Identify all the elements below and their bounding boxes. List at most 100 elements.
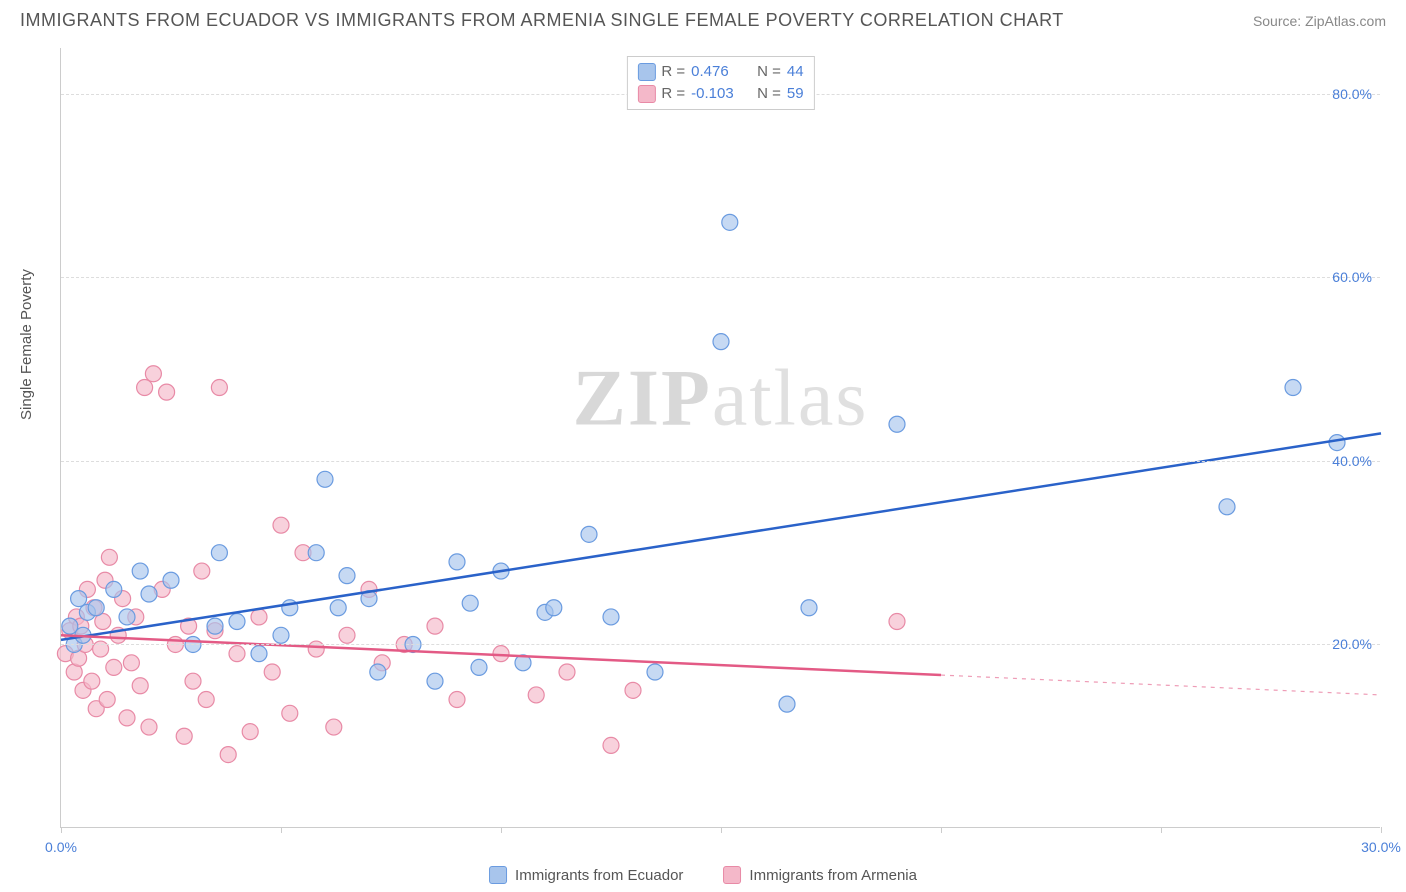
data-point xyxy=(71,591,87,607)
data-point xyxy=(88,600,104,616)
legend-label-ecuador: Immigrants from Ecuador xyxy=(515,867,683,884)
data-point xyxy=(229,614,245,630)
data-point xyxy=(159,384,175,400)
scatter-svg xyxy=(61,48,1380,827)
data-point xyxy=(229,646,245,662)
data-point xyxy=(106,581,122,597)
data-point xyxy=(251,609,267,625)
data-point xyxy=(471,659,487,675)
data-point xyxy=(722,214,738,230)
data-point xyxy=(647,664,663,680)
data-point xyxy=(176,728,192,744)
trend-line xyxy=(61,635,941,675)
data-point xyxy=(99,692,115,708)
data-point xyxy=(141,719,157,735)
data-point xyxy=(1219,499,1235,515)
x-tick-label: 30.0% xyxy=(1361,839,1401,855)
legend-row-ecuador: R = 0.476 N = 44 xyxy=(637,61,803,83)
data-point xyxy=(242,724,258,740)
data-point xyxy=(528,687,544,703)
n-value-ecuador: 44 xyxy=(787,61,804,83)
data-point xyxy=(603,737,619,753)
data-point xyxy=(546,600,562,616)
data-point xyxy=(1329,435,1345,451)
data-point xyxy=(493,646,509,662)
y-tick-label: 60.0% xyxy=(1332,269,1372,285)
data-point xyxy=(581,526,597,542)
data-point xyxy=(603,609,619,625)
y-tick-label: 20.0% xyxy=(1332,636,1372,652)
data-point xyxy=(308,641,324,657)
r-value-ecuador: 0.476 xyxy=(691,61,751,83)
data-point xyxy=(1285,380,1301,396)
data-point xyxy=(330,600,346,616)
data-point xyxy=(211,545,227,561)
data-point xyxy=(220,747,236,763)
data-point xyxy=(801,600,817,616)
data-point xyxy=(145,366,161,382)
data-point xyxy=(93,641,109,657)
chart-header: IMMIGRANTS FROM ECUADOR VS IMMIGRANTS FR… xyxy=(0,0,1406,37)
legend-item-ecuador: Immigrants from Ecuador xyxy=(489,866,683,884)
r-label: R = xyxy=(661,61,685,83)
data-point xyxy=(273,517,289,533)
legend-label-armenia: Immigrants from Armenia xyxy=(749,867,917,884)
trend-line xyxy=(61,433,1381,639)
data-point xyxy=(282,705,298,721)
data-point xyxy=(339,568,355,584)
data-point xyxy=(207,618,223,634)
y-tick-label: 40.0% xyxy=(1332,453,1372,469)
data-point xyxy=(119,710,135,726)
swatch-ecuador-icon xyxy=(489,866,507,884)
data-point xyxy=(427,618,443,634)
data-point xyxy=(889,416,905,432)
data-point xyxy=(163,572,179,588)
data-point xyxy=(194,563,210,579)
r-value-armenia: -0.103 xyxy=(691,83,751,105)
plot-area: R = 0.476 N = 44 R = -0.103 N = 59 ZIPat… xyxy=(60,48,1380,828)
data-point xyxy=(326,719,342,735)
series-legend: Immigrants from Ecuador Immigrants from … xyxy=(489,866,917,884)
data-point xyxy=(317,471,333,487)
data-point xyxy=(141,586,157,602)
swatch-ecuador xyxy=(637,63,655,81)
data-point xyxy=(185,673,201,689)
n-value-armenia: 59 xyxy=(787,83,804,105)
data-point xyxy=(889,614,905,630)
legend-row-armenia: R = -0.103 N = 59 xyxy=(637,83,803,105)
y-axis-label: Single Female Poverty xyxy=(18,269,35,420)
swatch-armenia xyxy=(637,85,655,103)
data-point xyxy=(106,659,122,675)
data-point xyxy=(123,655,139,671)
data-point xyxy=(559,664,575,680)
data-point xyxy=(132,563,148,579)
data-point xyxy=(198,692,214,708)
correlation-legend: R = 0.476 N = 44 R = -0.103 N = 59 xyxy=(626,56,814,110)
data-point xyxy=(211,380,227,396)
data-point xyxy=(339,627,355,643)
data-point xyxy=(713,334,729,350)
data-point xyxy=(132,678,148,694)
data-point xyxy=(251,646,267,662)
y-tick-label: 80.0% xyxy=(1332,86,1372,102)
data-point xyxy=(462,595,478,611)
chart-title: IMMIGRANTS FROM ECUADOR VS IMMIGRANTS FR… xyxy=(20,10,1064,31)
data-point xyxy=(273,627,289,643)
swatch-armenia-icon xyxy=(723,866,741,884)
n-label: N = xyxy=(757,83,781,105)
data-point xyxy=(264,664,280,680)
legend-item-armenia: Immigrants from Armenia xyxy=(723,866,917,884)
data-point xyxy=(449,554,465,570)
data-point xyxy=(84,673,100,689)
source-attribution: Source: ZipAtlas.com xyxy=(1253,13,1386,29)
data-point xyxy=(119,609,135,625)
data-point xyxy=(308,545,324,561)
n-label: N = xyxy=(757,61,781,83)
r-label: R = xyxy=(661,83,685,105)
data-point xyxy=(137,380,153,396)
data-point xyxy=(101,549,117,565)
data-point xyxy=(370,664,386,680)
data-point xyxy=(625,682,641,698)
data-point xyxy=(779,696,795,712)
x-tick-label: 0.0% xyxy=(45,839,77,855)
